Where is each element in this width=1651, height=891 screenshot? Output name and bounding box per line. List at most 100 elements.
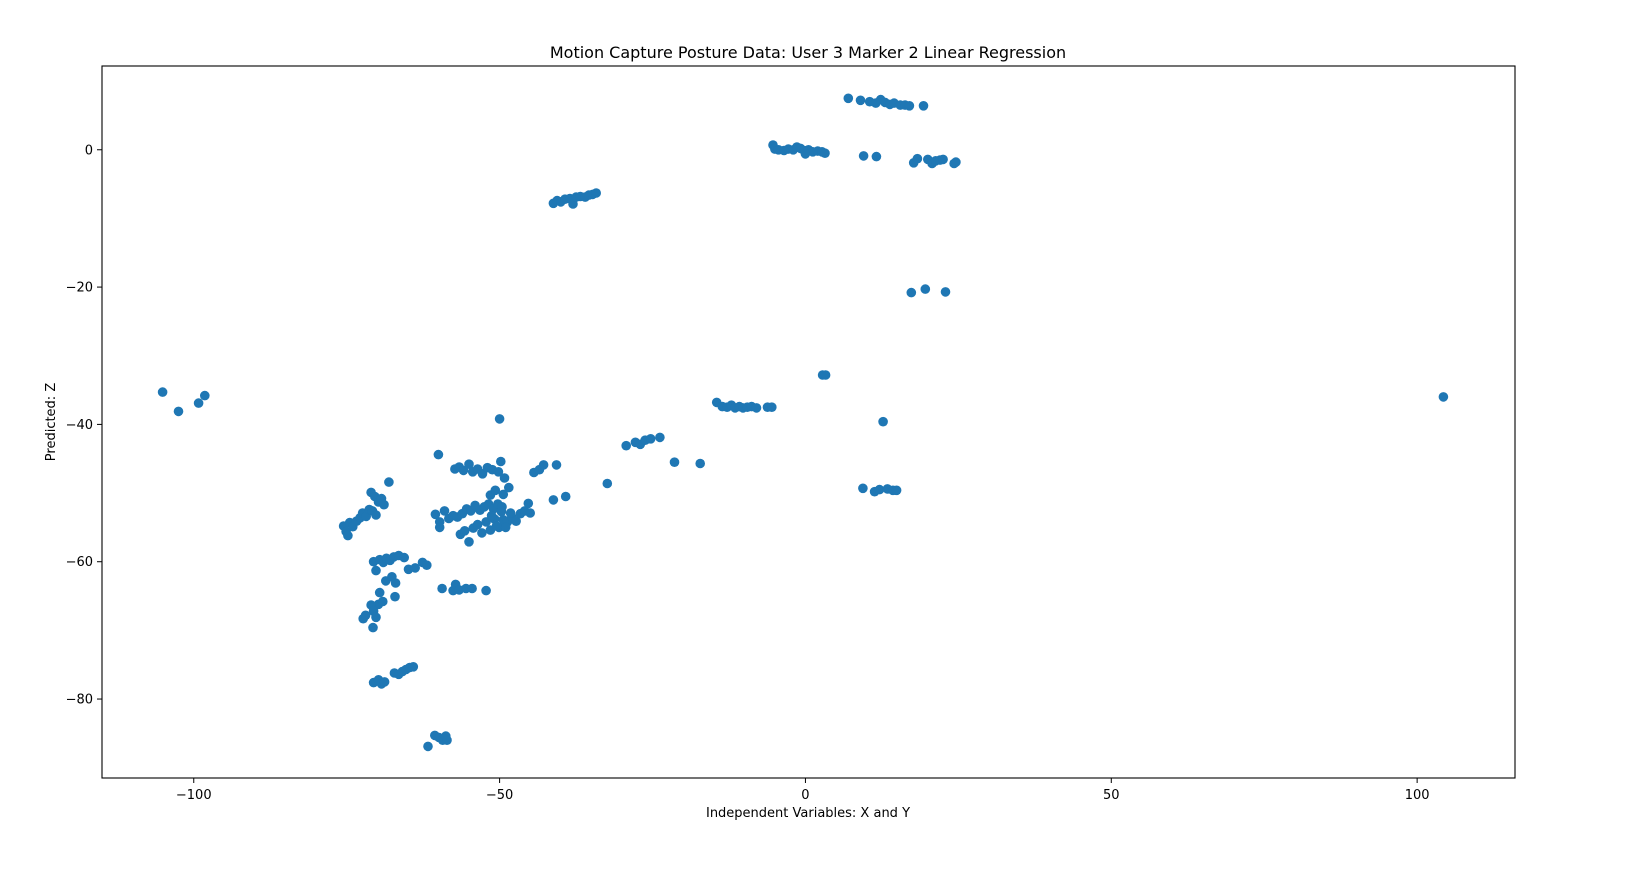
data-point: [481, 517, 491, 527]
data-point: [399, 552, 410, 563]
data-point: [439, 506, 450, 516]
data-point: [602, 478, 613, 489]
data-point: [360, 610, 371, 621]
data-point: [371, 565, 381, 576]
data-point: [751, 403, 762, 413]
data-point: [472, 519, 483, 530]
data-point: [464, 537, 474, 547]
data-point: [858, 483, 868, 494]
y-tick-label: −40: [66, 418, 93, 433]
data-point: [820, 370, 831, 380]
data-point: [379, 499, 389, 510]
data-point: [371, 510, 381, 520]
data-point: [410, 563, 421, 573]
data-point: [490, 485, 501, 496]
data-point: [918, 101, 929, 111]
data-point: [871, 151, 882, 162]
data-point: [938, 154, 948, 165]
data-point: [591, 188, 601, 198]
data-point: [820, 148, 830, 158]
data-point: [523, 498, 534, 509]
data-point: [874, 484, 885, 495]
data-point: [920, 284, 931, 294]
data-point: [906, 287, 917, 298]
data-point: [891, 485, 902, 496]
data-point: [384, 477, 394, 487]
data-point: [669, 457, 680, 468]
data-point: [551, 460, 562, 470]
data-point: [486, 510, 497, 521]
data-points: [157, 93, 1449, 752]
data-point: [498, 489, 509, 500]
data-point: [437, 583, 447, 594]
data-point: [621, 440, 631, 451]
data-point: [904, 101, 915, 111]
data-point: [433, 449, 444, 460]
data-point: [477, 528, 487, 538]
x-axis-label: Independent Variables: X and Y: [706, 806, 910, 821]
data-point: [695, 458, 705, 469]
y-tick-label: −80: [66, 693, 93, 708]
data-point: [379, 677, 390, 687]
y-tick-label: −60: [66, 555, 93, 570]
data-point: [434, 522, 445, 533]
data-point: [493, 467, 504, 477]
data-point: [548, 495, 559, 505]
data-point: [464, 459, 474, 470]
data-point: [500, 522, 511, 533]
data-point: [200, 390, 210, 401]
data-point: [459, 526, 470, 536]
data-point: [645, 434, 656, 444]
data-point: [912, 153, 923, 164]
y-axis-label: Predicted: Z: [44, 383, 59, 462]
y-axis-ticks: 0 −20 −40 −60 −80: [66, 143, 102, 708]
data-point: [525, 508, 535, 518]
y-tick-label: −20: [66, 281, 93, 296]
x-tick-label: 0: [801, 788, 809, 803]
data-point: [496, 506, 507, 517]
data-point: [491, 521, 502, 531]
data-point: [494, 414, 505, 424]
data-point: [390, 591, 400, 602]
data-point: [390, 578, 401, 588]
data-point: [496, 456, 506, 467]
data-point: [430, 509, 441, 520]
plot-frame: [101, 65, 1516, 779]
data-point: [843, 93, 854, 104]
data-point: [343, 530, 353, 541]
data-point: [655, 432, 665, 443]
chart-title: Motion Capture Posture Data: User 3 Mark…: [550, 43, 1066, 62]
data-point: [423, 741, 433, 752]
data-point: [855, 95, 866, 106]
data-point: [940, 287, 951, 297]
data-point: [767, 402, 777, 413]
data-point: [951, 157, 961, 167]
y-tick-label: 0: [85, 143, 93, 158]
x-tick-label: −50: [486, 788, 513, 803]
data-point: [458, 465, 469, 476]
data-point: [378, 596, 388, 607]
data-point: [858, 151, 869, 161]
data-point: [560, 491, 571, 502]
data-point: [467, 583, 477, 594]
x-axis-ticks: −100 −50 0 50 100: [176, 778, 1430, 803]
data-point: [374, 587, 385, 598]
data-point: [511, 516, 521, 526]
data-point: [1438, 392, 1449, 402]
data-point: [504, 482, 514, 493]
x-tick-label: 50: [1103, 788, 1120, 803]
x-tick-label: 100: [1405, 788, 1430, 803]
data-point: [173, 406, 184, 417]
data-point: [408, 662, 419, 672]
data-point: [368, 622, 378, 633]
data-point: [193, 398, 204, 408]
data-point: [800, 149, 811, 159]
data-point: [442, 735, 452, 745]
data-point: [481, 585, 491, 596]
data-point: [505, 508, 516, 518]
data-point: [422, 560, 432, 570]
data-point: [878, 416, 888, 427]
data-point: [157, 387, 168, 397]
